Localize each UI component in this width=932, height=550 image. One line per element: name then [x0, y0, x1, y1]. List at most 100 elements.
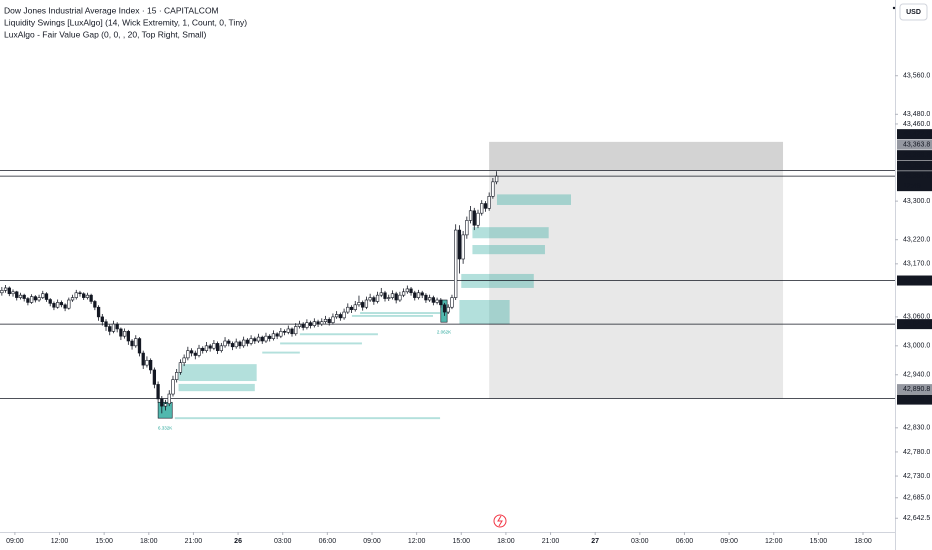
- candle-body: [104, 321, 108, 327]
- candle-body: [44, 293, 49, 300]
- candle-body: [208, 345, 212, 349]
- candle-body: [413, 292, 417, 298]
- candle-body: [297, 323, 302, 327]
- candle-body: [439, 299, 443, 306]
- candle-body: [56, 302, 60, 308]
- price-badge-label: 43,045.0: [903, 321, 930, 328]
- candle-body: [149, 359, 153, 371]
- candle-body: [316, 321, 320, 325]
- candle-body: [145, 359, 149, 366]
- projection-box: [489, 141, 784, 399]
- candle-body: [454, 229, 458, 298]
- candle-body: [338, 314, 343, 319]
- candle-body: [331, 316, 335, 323]
- fvg-box: [299, 333, 378, 336]
- candle-body: [78, 292, 82, 295]
- price-badge: [897, 394, 932, 405]
- candle-body: [428, 297, 432, 301]
- candle-body: [342, 311, 346, 319]
- candle-body: [472, 210, 476, 226]
- y-tick-label: 43,000.0: [903, 343, 930, 350]
- x-tick-label: 21:00: [185, 538, 203, 545]
- candle-body: [364, 299, 369, 308]
- fvg-box: [262, 351, 300, 354]
- candle-body: [26, 298, 30, 303]
- candle-body: [18, 294, 23, 298]
- y-tick-label: 42,730.0: [903, 473, 930, 480]
- event-icon[interactable]: [493, 514, 507, 528]
- candle-body: [22, 294, 26, 299]
- candle-body: [264, 335, 268, 342]
- x-tick-label: 03:00: [631, 538, 649, 545]
- candle-body: [111, 323, 116, 332]
- candle-body: [450, 297, 454, 308]
- candle-body: [275, 333, 279, 337]
- candle-body: [323, 318, 328, 323]
- candle-body: [93, 301, 97, 308]
- candle-body: [271, 333, 276, 339]
- price-badge: [897, 150, 932, 161]
- currency-button[interactable]: [899, 3, 928, 21]
- candle-body: [230, 343, 235, 348]
- price-badge-label: 42,888.5: [903, 396, 930, 403]
- price-badge: [897, 275, 932, 286]
- swing-count: 6.332K: [158, 425, 172, 430]
- y-tick-label: 43,060.0: [903, 314, 930, 321]
- price-badge: [897, 171, 932, 192]
- x-tick-label: 12:00: [408, 538, 426, 545]
- candle-body: [286, 328, 290, 333]
- price-badge-label: 43,356.5: [903, 162, 930, 169]
- candle-body: [279, 331, 283, 337]
- candle-body: [197, 347, 201, 356]
- candle-body: [141, 352, 145, 366]
- y-tick-label: 43,460.0: [903, 121, 930, 128]
- fvg-box: [461, 273, 534, 288]
- candle-body: [189, 350, 194, 354]
- x-tick-label: 12:00: [765, 538, 783, 545]
- currency-label[interactable]: USD: [906, 9, 921, 16]
- price-badge: [897, 139, 932, 150]
- candle-body: [70, 297, 75, 301]
- candle-body: [37, 297, 41, 301]
- candle-body: [435, 299, 439, 303]
- candle-body: [305, 322, 309, 328]
- x-tick-label: 12:00: [51, 538, 69, 545]
- x-tick-label: 09:00: [6, 538, 24, 545]
- candle-body: [212, 343, 216, 349]
- candle-body: [215, 343, 220, 351]
- candle-body: [126, 331, 130, 342]
- fvg-box: [360, 312, 441, 314]
- fvg-box: [459, 300, 510, 325]
- candle-body: [494, 175, 499, 183]
- candle-body: [401, 291, 406, 296]
- candle-body: [130, 340, 134, 347]
- candle-body: [108, 326, 112, 332]
- y-tick-label: 42,642.5: [903, 515, 930, 522]
- fvg-box: [472, 227, 549, 239]
- price-badge: [897, 160, 932, 171]
- candle-body: [487, 196, 491, 209]
- candle-body: [361, 302, 365, 308]
- projection-top: [489, 141, 784, 171]
- candle-body: [431, 297, 436, 303]
- countdown-label: 12:49: [903, 183, 921, 190]
- candle-body: [349, 306, 354, 310]
- x-tick-label: 09:00: [363, 538, 381, 545]
- candle-body: [96, 306, 101, 318]
- fvg-box: [178, 383, 255, 392]
- candle-body: [468, 210, 473, 221]
- candle-body: [387, 297, 391, 299]
- scroll-dot: [892, 6, 896, 10]
- x-tick-label: 06:00: [319, 538, 337, 545]
- candle-body: [409, 288, 413, 294]
- candle-body: [256, 336, 261, 342]
- candle-body: [227, 340, 231, 344]
- candle-body: [152, 369, 157, 385]
- candle-body: [59, 302, 64, 306]
- candle-body: [175, 372, 179, 380]
- candle-body: [394, 293, 398, 301]
- x-tick-label: 06:00: [676, 538, 694, 545]
- price-badge-label: 43,135.4: [903, 277, 930, 284]
- candle-body: [290, 328, 294, 335]
- candle-body: [204, 345, 209, 351]
